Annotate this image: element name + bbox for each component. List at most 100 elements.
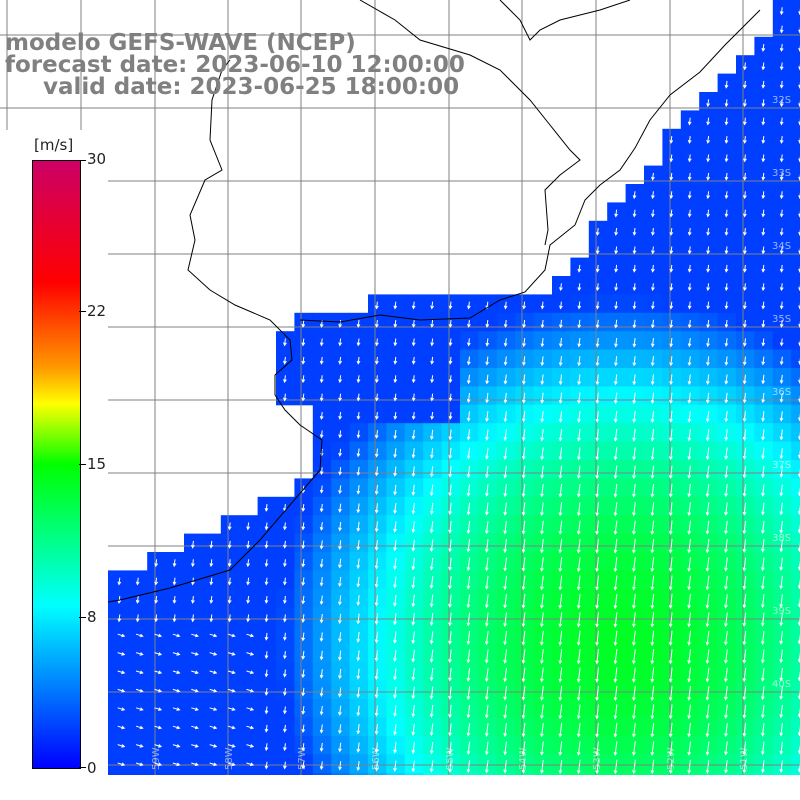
wind-arrow <box>374 686 379 699</box>
wind-arrow <box>558 502 563 517</box>
wind-arrow <box>540 686 544 701</box>
wind-arrow <box>411 466 416 478</box>
wind-arrow <box>429 704 434 718</box>
wind-arrow <box>411 723 416 736</box>
wind-arrow <box>466 374 471 385</box>
wind-arrow <box>484 557 489 572</box>
wind-arrow <box>779 209 784 218</box>
wind-arrow <box>650 575 655 591</box>
wind-cell <box>423 772 443 775</box>
wind-arrow <box>246 522 251 531</box>
wind-cell <box>791 736 800 755</box>
wind-arrow <box>466 539 471 553</box>
wind-arrow <box>705 741 710 756</box>
wind-arrow <box>319 430 324 439</box>
wind-arrow <box>301 356 306 365</box>
wind-arrow <box>374 668 379 681</box>
wind-arrow <box>301 650 306 660</box>
wind-arrow <box>540 520 544 535</box>
wind-arrow <box>503 539 508 554</box>
wind-arrow <box>393 631 397 644</box>
wind-arrow <box>356 631 361 643</box>
wind-arrow <box>411 393 416 402</box>
wind-arrow <box>613 704 618 720</box>
wind-arrow <box>705 704 710 720</box>
wind-arrow <box>191 652 199 656</box>
wind-arrow <box>430 429 434 441</box>
wind-arrow <box>429 576 434 590</box>
wind-arrow <box>522 338 526 348</box>
wind-arrow <box>760 557 765 572</box>
wind-arrow <box>668 704 673 720</box>
wind-arrow <box>595 228 600 236</box>
wind-cell <box>625 772 645 775</box>
wind-arrow <box>742 723 747 738</box>
wind-arrow <box>650 704 655 720</box>
wind-arrow <box>374 631 379 644</box>
longitude-label: 56W <box>371 747 382 770</box>
wind-arrow <box>209 652 218 656</box>
wind-arrow <box>742 520 747 535</box>
wind-arrow <box>301 577 306 587</box>
latitude-label: 36S <box>772 387 791 398</box>
wind-arrow <box>356 393 361 402</box>
wind-arrow <box>687 392 692 404</box>
wind-arrow <box>687 667 691 683</box>
wind-arrow <box>595 704 599 720</box>
wind-cell <box>276 772 295 775</box>
wind-arrow <box>760 723 765 737</box>
wind-arrow <box>356 320 361 328</box>
wind-arrow <box>614 283 619 292</box>
wind-arrow <box>650 319 655 329</box>
wind-arrow <box>374 760 379 772</box>
wind-arrow <box>356 338 361 347</box>
wind-arrow <box>466 392 471 404</box>
wind-arrow <box>466 741 471 755</box>
wind-arrow <box>172 596 177 604</box>
wind-arrow <box>632 228 637 236</box>
wind-cell <box>791 662 800 682</box>
longitude-label: 55W <box>445 747 456 770</box>
wind-arrow <box>374 430 379 439</box>
wind-arrow <box>466 612 471 627</box>
wind-arrow <box>577 447 581 461</box>
wind-arrow <box>319 632 324 642</box>
wind-arrow <box>779 44 784 52</box>
wind-arrow <box>724 338 729 347</box>
wind-arrow <box>154 596 159 604</box>
colorbar-tickmark <box>79 311 86 312</box>
wind-arrow <box>761 283 766 292</box>
longitude-label: 54W <box>518 747 529 770</box>
wind-arrow <box>374 448 379 458</box>
wind-arrow <box>154 688 163 693</box>
wind-arrow <box>356 742 361 753</box>
latitude-label: 37S <box>772 460 791 471</box>
wind-arrow <box>595 538 600 554</box>
wind-arrow <box>761 760 765 774</box>
latitude-label: 38S <box>772 533 791 544</box>
wind-arrow <box>687 283 692 292</box>
wind-arrow <box>227 652 236 656</box>
wind-arrow <box>485 484 489 497</box>
wind-arrow <box>632 209 637 218</box>
wind-arrow <box>375 320 379 328</box>
wind-arrow <box>576 612 581 628</box>
wind-arrow <box>338 595 342 606</box>
wind-arrow <box>448 723 452 737</box>
wind-arrow <box>558 392 563 404</box>
wind-arrow <box>209 559 214 568</box>
wind-arrow <box>779 723 784 737</box>
wind-arrow <box>521 410 526 423</box>
colorbar-tick-22: 22 <box>87 302 107 320</box>
wind-arrow <box>669 319 674 329</box>
wind-arrow <box>264 540 269 549</box>
wind-arrow <box>632 283 637 292</box>
wind-arrow <box>429 741 434 755</box>
wind-arrow <box>779 228 784 236</box>
wind-arrow <box>375 393 379 402</box>
wind-arrow <box>375 301 379 310</box>
wind-arrow <box>779 502 784 516</box>
wind-arrow <box>650 410 655 423</box>
wind-arrow <box>246 614 251 623</box>
wind-arrow <box>338 558 342 569</box>
